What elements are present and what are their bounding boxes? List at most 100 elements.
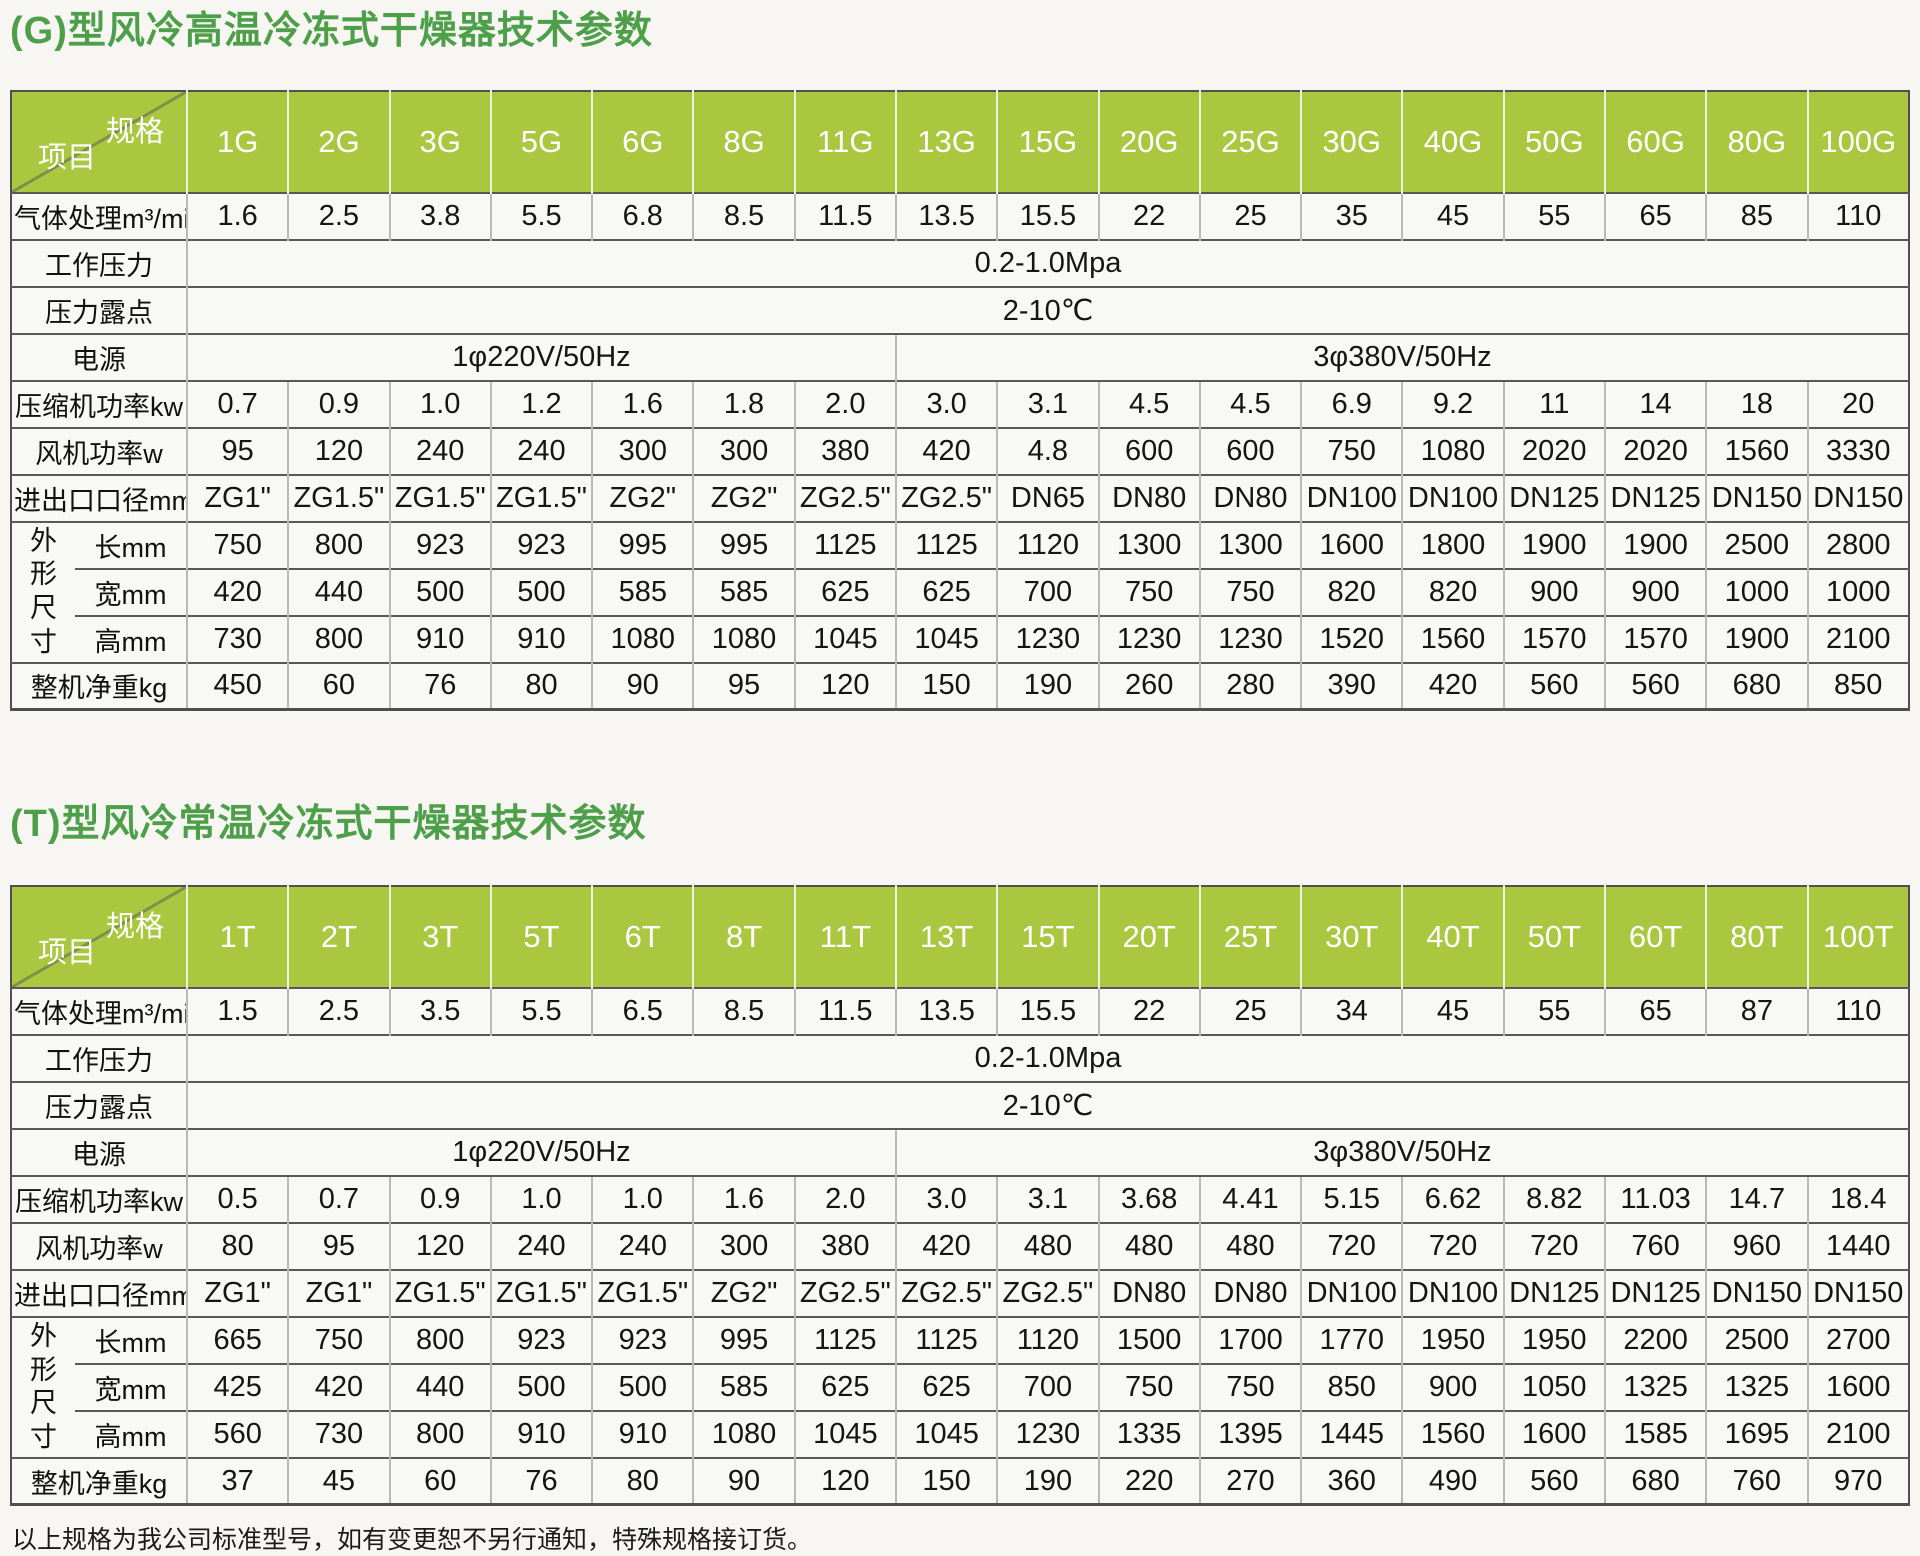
spec-cell: 910 (591, 1409, 694, 1458)
spec-cell: 1520 (1300, 614, 1403, 663)
spec-cell: 680 (1603, 1456, 1707, 1505)
spec-cell: 1440 (1806, 1221, 1909, 1270)
spec-cell: 1230 (996, 614, 1099, 663)
spec-cell: 6.8 (591, 191, 694, 240)
spec-cell: 37 (185, 1456, 289, 1505)
spec-cell: 923 (591, 1315, 694, 1364)
spec-cell: 2.0 (793, 1174, 896, 1223)
spec-cell: 4.5 (1198, 379, 1302, 428)
spec-cell: DN100 (1300, 473, 1403, 522)
spec-cell: 5.15 (1300, 1174, 1403, 1223)
spec-cell: 1950 (1401, 1315, 1504, 1364)
spec-cell: 20 (1806, 379, 1909, 428)
spec-cell: 1325 (1603, 1362, 1707, 1411)
spec-cell: 190 (996, 661, 1099, 710)
spec-cell: 910 (489, 1409, 593, 1458)
spec-cell: 90 (692, 1456, 795, 1505)
spec-cell: DN125 (1502, 1268, 1605, 1317)
spec-cell: 8.5 (692, 986, 795, 1035)
spec-cell: 240 (591, 1221, 694, 1270)
spec-cell: 2500 (1705, 520, 1808, 569)
spec-cell: 55 (1502, 986, 1605, 1035)
spec-table-t-wrap: 规格 项目 1T 2T 3T 5T 6T 8T 11T 13T 15T 20T 25T 30T 40T 50T… (10, 884, 1910, 1507)
spec-cell: 440 (287, 567, 390, 616)
spec-cell: 4.41 (1198, 1174, 1302, 1223)
spec-cell: ZG2" (692, 473, 795, 522)
model-header: 2G (287, 90, 390, 193)
spec-cell-power-right: 3φ380V/50Hz (894, 1127, 1909, 1176)
spec-cell: 625 (894, 567, 998, 616)
spec-cell: 560 (1502, 661, 1605, 710)
row-label: 风机功率w (11, 426, 187, 475)
model-header: 2T (287, 885, 390, 988)
spec-cell: 1080 (591, 614, 694, 663)
spec-cell: DN100 (1401, 1268, 1504, 1317)
model-header: 60T (1603, 885, 1707, 988)
spec-cell: 3.8 (388, 191, 491, 240)
spec-cell: 270 (1198, 1456, 1302, 1505)
spec-cell: 150 (894, 661, 998, 710)
spec-cell: 1000 (1806, 567, 1909, 616)
model-header: 20G (1097, 90, 1200, 193)
spec-cell: 11.5 (793, 986, 896, 1035)
row-label: 高mm (75, 614, 187, 663)
spec-cell: 1.8 (692, 379, 795, 428)
spec-cell: ZG1.5" (591, 1268, 694, 1317)
row-label: 进出口口径mm (11, 473, 187, 522)
spec-cell: 3.5 (388, 986, 491, 1035)
spec-cell: 760 (1603, 1221, 1707, 1270)
footer-note: 以上规格为我公司标准型号，如有变更恕不另行通知，特殊规格接订货。 (12, 1526, 813, 1555)
spec-cell: 1600 (1300, 520, 1403, 569)
spec-cell: DN65 (996, 473, 1099, 522)
model-header: 30G (1300, 90, 1403, 193)
spec-cell: 1.5 (185, 986, 289, 1035)
dimension-group-label: 外形尺寸 (11, 1315, 75, 1458)
spec-cell: 87 (1705, 986, 1808, 1035)
spec-cell: 3.0 (894, 1174, 998, 1223)
spec-cell: 1900 (1705, 614, 1808, 663)
spec-cell: 910 (489, 614, 593, 663)
spec-cell: 560 (185, 1409, 289, 1458)
spec-cell: 90 (591, 661, 694, 710)
spec-cell: 1695 (1705, 1409, 1808, 1458)
spec-cell: 76 (489, 1456, 593, 1505)
spec-cell: 1.2 (489, 379, 593, 428)
spec-cell: 9.2 (1401, 379, 1504, 428)
spec-cell: 2100 (1806, 1409, 1909, 1458)
spec-cell: DN80 (1198, 1268, 1302, 1317)
corner-cell: 规格 项目 (11, 90, 187, 193)
spec-cell: 0.7 (185, 379, 289, 428)
row-label: 气体处理m³/min (11, 191, 187, 240)
spec-cell: 360 (1300, 1456, 1403, 1505)
spec-cell: 1050 (1502, 1362, 1605, 1411)
row-label: 电源 (11, 1127, 187, 1176)
row-label: 压力露点 (11, 1080, 187, 1129)
spec-cell: 500 (388, 567, 491, 616)
spec-cell-span: 0.2-1.0Mpa (186, 1033, 1909, 1082)
spec-cell: DN80 (1198, 473, 1302, 522)
row-label: 整机净重kg (11, 1456, 187, 1505)
spec-cell: 1080 (1401, 426, 1504, 475)
spec-table: 规格 项目 1G 2G 3G 5G 6G 8G 11G 13G 15G 20G 25G 30G 40G 50G… (10, 89, 1910, 712)
spec-cell: 2800 (1806, 520, 1909, 569)
spec-cell: ZG2.5" (793, 1268, 896, 1317)
model-header: 6G (591, 90, 694, 193)
spec-cell: 3330 (1806, 426, 1909, 475)
spec-cell: 14 (1603, 379, 1707, 428)
spec-cell: 1600 (1806, 1362, 1909, 1411)
spec-cell: ZG2" (692, 1268, 795, 1317)
spec-cell: 280 (1198, 661, 1302, 710)
spec-cell: ZG2.5" (996, 1268, 1099, 1317)
spec-cell: 490 (1401, 1456, 1504, 1505)
spec-cell: 820 (1300, 567, 1403, 616)
spec-cell: 5.5 (489, 986, 593, 1035)
spec-cell: 500 (489, 1362, 593, 1411)
spec-cell: 35 (1300, 191, 1403, 240)
spec-cell: 150 (894, 1456, 998, 1505)
spec-cell: 600 (1097, 426, 1200, 475)
spec-cell: 960 (1705, 1221, 1808, 1270)
spec-cell: 500 (591, 1362, 694, 1411)
table-title-g: (G)型风冷高温冷冻式干燥器技术参数 (10, 10, 653, 52)
row-label: 长mm (75, 1315, 187, 1364)
spec-cell: 420 (894, 426, 998, 475)
